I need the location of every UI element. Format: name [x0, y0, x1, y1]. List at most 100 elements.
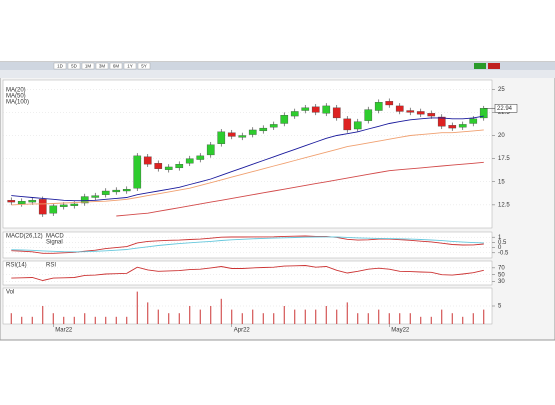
toolbar-2 [0, 70, 555, 78]
candle-body [280, 115, 289, 124]
y-tick-label: 17.5 [498, 156, 510, 162]
volume-bar [31, 316, 33, 324]
candle-body [133, 155, 142, 189]
candle-body [185, 158, 194, 164]
volume-bar [262, 313, 264, 324]
panel-title: Vol [6, 290, 14, 296]
y-tick-label: 25 [498, 87, 505, 93]
candle-body [427, 113, 436, 117]
candle-body [395, 105, 404, 112]
candle-body [91, 195, 100, 198]
volume-bar [231, 309, 233, 324]
candle-body [154, 163, 163, 169]
volume-bar [294, 309, 296, 324]
y-tick-label: 0 [498, 245, 502, 251]
toolbar [0, 62, 555, 70]
toolbar-button-label[interactable]: 5D [71, 63, 78, 68]
volume-bar [73, 316, 75, 324]
candle-body [122, 188, 131, 192]
panel-title: MACD(26,12) [6, 234, 43, 240]
volume-bar [420, 316, 422, 324]
toolbar-button-label[interactable]: 1D [57, 63, 64, 68]
y-tick-label: 50 [498, 272, 505, 278]
toolbar-button-label[interactable]: 1M [85, 63, 92, 68]
toolbar-button[interactable] [95, 62, 109, 70]
toolbar-button[interactable] [137, 62, 151, 70]
candle-body [164, 166, 173, 170]
y-tick-label: 0.5 [498, 240, 507, 246]
series-line [11, 236, 484, 253]
legend-entry: RSI [46, 263, 56, 269]
volume-bar [430, 316, 432, 324]
status-red [488, 63, 500, 69]
panel [2, 260, 493, 286]
candle-body [101, 190, 110, 195]
panel-title: RSI(14) [6, 263, 27, 269]
candle-body [112, 189, 121, 193]
volume-bar [304, 309, 306, 324]
volume-bar [462, 316, 464, 324]
toolbar-button-label[interactable]: 6M [113, 63, 120, 68]
volume-bar [42, 306, 44, 324]
candle-body [38, 199, 47, 215]
x-tick-label: May22 [391, 328, 410, 334]
candle-body [437, 116, 446, 127]
y-tick-label: -0.5 [498, 250, 509, 256]
toolbar-button[interactable] [81, 62, 95, 70]
volume-bar [147, 302, 149, 324]
candle-body [311, 106, 320, 113]
candle-body [448, 125, 457, 129]
candle-body [196, 155, 205, 160]
volume-bar [283, 306, 285, 324]
volume-bar [210, 306, 212, 324]
last-price-label: 22.94 [497, 106, 513, 112]
candle-body [364, 109, 373, 121]
volume-bar [21, 316, 23, 324]
toolbar-button[interactable] [123, 62, 137, 70]
toolbar-button-label[interactable]: 1Y [127, 63, 133, 68]
panel [2, 231, 493, 259]
legend-entry: MA(50) [6, 94, 26, 100]
toolbar-button-label[interactable]: 3M [99, 63, 106, 68]
candle-body [301, 107, 310, 111]
series-line [11, 129, 484, 206]
legend-entry: MA(100) [6, 100, 29, 106]
volume-bar [84, 313, 86, 324]
volume-bar [336, 309, 338, 324]
volume-bar [126, 316, 128, 324]
y-tick-label: 70 [498, 265, 505, 271]
toolbar-button[interactable] [53, 62, 67, 70]
legend-entry: Signal [46, 240, 63, 246]
toolbar-button[interactable] [67, 62, 81, 70]
volume-bar [441, 309, 443, 324]
candle-body [7, 200, 16, 203]
series-line [11, 115, 484, 202]
volume-bar [315, 309, 317, 324]
candle-body [175, 164, 184, 169]
volume-bar [357, 313, 359, 324]
volume-bar [388, 313, 390, 324]
status-green [474, 63, 486, 69]
y-tick-label: 1 [498, 235, 502, 241]
candle-body [469, 118, 478, 124]
candle-body [70, 203, 79, 206]
candle-body [143, 156, 152, 165]
candle-body [458, 124, 467, 128]
candle-body [227, 132, 236, 137]
y-tick-label: 15 [498, 179, 505, 185]
volume-bar [94, 316, 96, 324]
volume-bar [252, 309, 254, 324]
volume-bar [273, 313, 275, 324]
candle-body [238, 135, 247, 138]
volume-bar [409, 313, 411, 324]
volume-bar [136, 291, 138, 324]
volume-bar [220, 298, 222, 324]
panel [2, 287, 493, 325]
toolbar-button[interactable] [109, 62, 123, 70]
candle-body [353, 121, 362, 130]
x-tick-label: Mar22 [55, 328, 73, 334]
candle-body [28, 200, 37, 203]
toolbar-button-label[interactable]: 5Y [141, 63, 147, 68]
